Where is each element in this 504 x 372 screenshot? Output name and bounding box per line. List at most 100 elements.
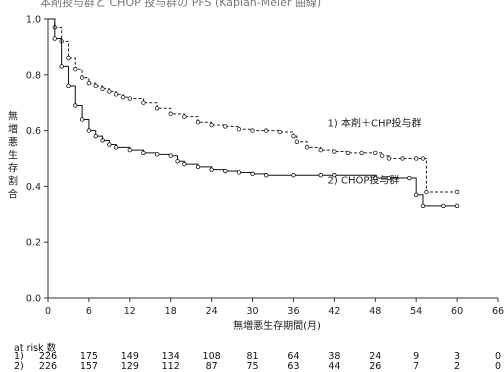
series-2-censor-mark	[223, 168, 228, 174]
page-title: 本剤投与群と CHOP 投与群の PFS (Kaplan-Meier 曲線)	[40, 0, 322, 8]
series-1-censor-mark	[359, 150, 364, 156]
at-risk-value: 3	[454, 351, 461, 362]
y-tick-label: 0.2	[26, 238, 41, 249]
x-tick-label: 12	[124, 306, 136, 317]
at-risk-value: 0	[494, 361, 502, 372]
x-tick-label: 42	[328, 306, 340, 317]
at-risk-value: 9	[413, 351, 420, 362]
at-risk-value: 226	[38, 361, 58, 372]
series-1-censor-mark	[250, 128, 255, 133]
series-1-censor-mark	[386, 156, 392, 161]
series-1-censor-mark	[154, 106, 160, 111]
series-1-censor-mark	[79, 75, 85, 80]
at-risk-value: 157	[79, 361, 98, 372]
series-1-censor-mark	[66, 55, 71, 61]
x-tick-label: 0	[45, 306, 51, 317]
series-1-censor-mark	[182, 114, 187, 119]
series-2-censor-mark	[454, 203, 460, 209]
at-risk-value: 108	[202, 351, 221, 362]
series-1-censor-mark	[304, 145, 310, 150]
at-risk-title: at risk 数	[14, 343, 57, 354]
series-2-censor-mark	[73, 103, 78, 108]
series-1-censor-mark	[168, 111, 173, 117]
x-tick-label: 66	[492, 306, 504, 317]
x-tick-label: 6	[86, 306, 92, 317]
x-tick-label: 60	[451, 306, 463, 317]
series-2-censor-mark	[386, 175, 392, 181]
at-risk-row-1: 1) 226 175 149 134 108 81 64 38 24 9 3 0	[0, 351, 504, 362]
series-2-censor-mark	[332, 173, 337, 178]
series-1-censor-mark	[379, 153, 385, 158]
series-2-curve	[48, 18, 458, 207]
series-2-censor-mark	[127, 147, 133, 153]
at-risk-value: 149	[120, 351, 139, 362]
series-2-censor-mark	[93, 133, 98, 139]
series-2-censor-mark	[209, 167, 214, 172]
at-risk-value: 75	[246, 361, 259, 372]
at-risk-value: 226	[38, 351, 58, 362]
y-tick-label: 0.4	[26, 182, 41, 193]
kaplan-meier-chart: 0.0 0.2 0.4 0.6 0.8 1.0 0 6 12 18 24 30 36 42 48 54 60 66…	[8, 15, 504, 333]
series-2-censor-mark	[107, 142, 112, 147]
series-2-censor-mark	[59, 64, 64, 69]
at-risk-row-2: 2) 226 157 129 112 87 75 63 44 26 7 2 0	[0, 361, 504, 372]
series-2-censor-mark	[168, 153, 173, 158]
x-tick-label: 24	[206, 306, 218, 317]
series-1-censor-mark	[100, 86, 105, 91]
at-risk-value: 81	[246, 351, 259, 362]
series-2-censor-mark	[318, 173, 323, 178]
series-1-censor-mark	[345, 150, 351, 156]
at-risk-value: 87	[205, 361, 218, 372]
y-tick-label: 0.0	[26, 294, 41, 305]
series-2-censor-mark	[236, 170, 242, 175]
series-1-censor-mark	[209, 122, 214, 128]
series-2-censor-mark	[250, 171, 255, 177]
series-1-censor-mark	[93, 83, 98, 89]
series-1-censor-mark	[127, 96, 133, 101]
series-2-censor-mark	[141, 150, 146, 156]
series-1-censor-mark	[424, 189, 429, 195]
y-tick-label: 1.0	[26, 15, 41, 26]
series-1-curve	[48, 18, 458, 193]
series-2-censor-mark	[373, 175, 378, 181]
series-1-label: 1) 本剤＋CHP投与群	[328, 116, 422, 129]
series-1-censor-mark	[332, 149, 337, 154]
series-1-censor-mark	[373, 150, 378, 156]
x-tick-label: 30	[246, 306, 258, 317]
series-1-censor-mark	[113, 92, 119, 97]
series-2-censor-mark	[182, 161, 187, 167]
at-risk-value: 7	[413, 361, 420, 372]
at-risk-value: 44	[328, 361, 341, 372]
series-2-censor-mark	[407, 175, 412, 181]
series-1-censor-mark	[413, 156, 419, 161]
series-1-censor-mark	[420, 156, 426, 161]
series-1-censor-mark	[73, 67, 78, 72]
at-risk-value: 112	[161, 361, 180, 372]
series-2-censor-mark	[441, 203, 446, 209]
x-axis-title: 無増悪生存期間(月)	[233, 319, 321, 332]
series-1-censor-mark	[107, 89, 112, 94]
at-risk-value: 64	[287, 351, 300, 362]
series-2-censor-mark	[100, 138, 105, 143]
at-risk-value: 2	[454, 361, 461, 372]
at-risk-table: at risk 数 1) 226 175 149 134 108 81 64 38 24 9 3 0 …	[0, 340, 504, 372]
series-1-censor-mark	[294, 139, 300, 144]
at-risk-value: 129	[120, 361, 139, 372]
at-risk-row-label: 1)	[14, 351, 24, 362]
series-1-censor-mark	[277, 129, 283, 135]
series-1-censor-mark	[454, 189, 460, 195]
series-2-censor-mark	[175, 159, 180, 164]
at-risk-value: 0	[494, 351, 502, 362]
series-1-censor-mark	[400, 156, 405, 161]
series-1-censor-mark	[86, 80, 92, 86]
series-2-censor-mark	[154, 152, 160, 157]
at-risk-value: 38	[328, 351, 341, 362]
series-1-censor-mark	[318, 147, 323, 153]
series-2-censor-mark	[86, 128, 92, 133]
at-risk-value: 134	[161, 351, 180, 362]
series-2-censor-mark	[413, 192, 419, 197]
x-tick-label: 18	[165, 306, 177, 317]
y-axis-title: 無増悪生存割合	[8, 110, 18, 201]
series-2-label: 2) CHOP投与群	[328, 174, 400, 187]
series-1-censor-mark	[120, 94, 126, 100]
